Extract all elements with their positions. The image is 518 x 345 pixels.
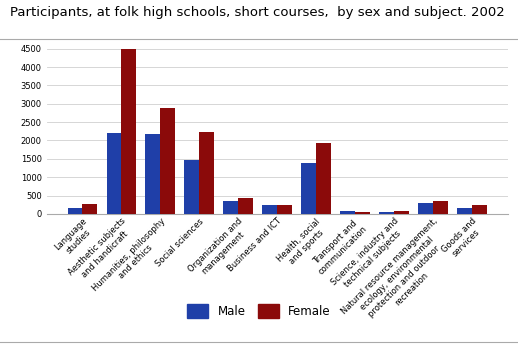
Bar [355, 212, 370, 214]
Bar [238, 198, 253, 214]
Bar [223, 201, 238, 214]
Bar [262, 206, 277, 214]
Bar [67, 208, 82, 214]
Text: Participants, at folk high schools, short courses,  by sex and subject. 2002: Participants, at folk high schools, shor… [10, 6, 505, 19]
Bar [394, 211, 409, 214]
Bar [472, 205, 487, 214]
Bar [199, 132, 214, 214]
Bar [160, 108, 175, 214]
Bar [301, 163, 316, 214]
Legend: Male, Female: Male, Female [182, 299, 336, 323]
Bar [82, 204, 97, 214]
Bar [433, 201, 448, 214]
Bar [379, 212, 394, 214]
Bar [340, 211, 355, 214]
Bar [418, 203, 433, 214]
Bar [457, 208, 472, 214]
Bar [316, 143, 331, 214]
Bar [184, 160, 199, 214]
Bar [277, 205, 292, 214]
Bar [146, 134, 160, 214]
Bar [107, 133, 121, 214]
Bar [121, 49, 136, 214]
